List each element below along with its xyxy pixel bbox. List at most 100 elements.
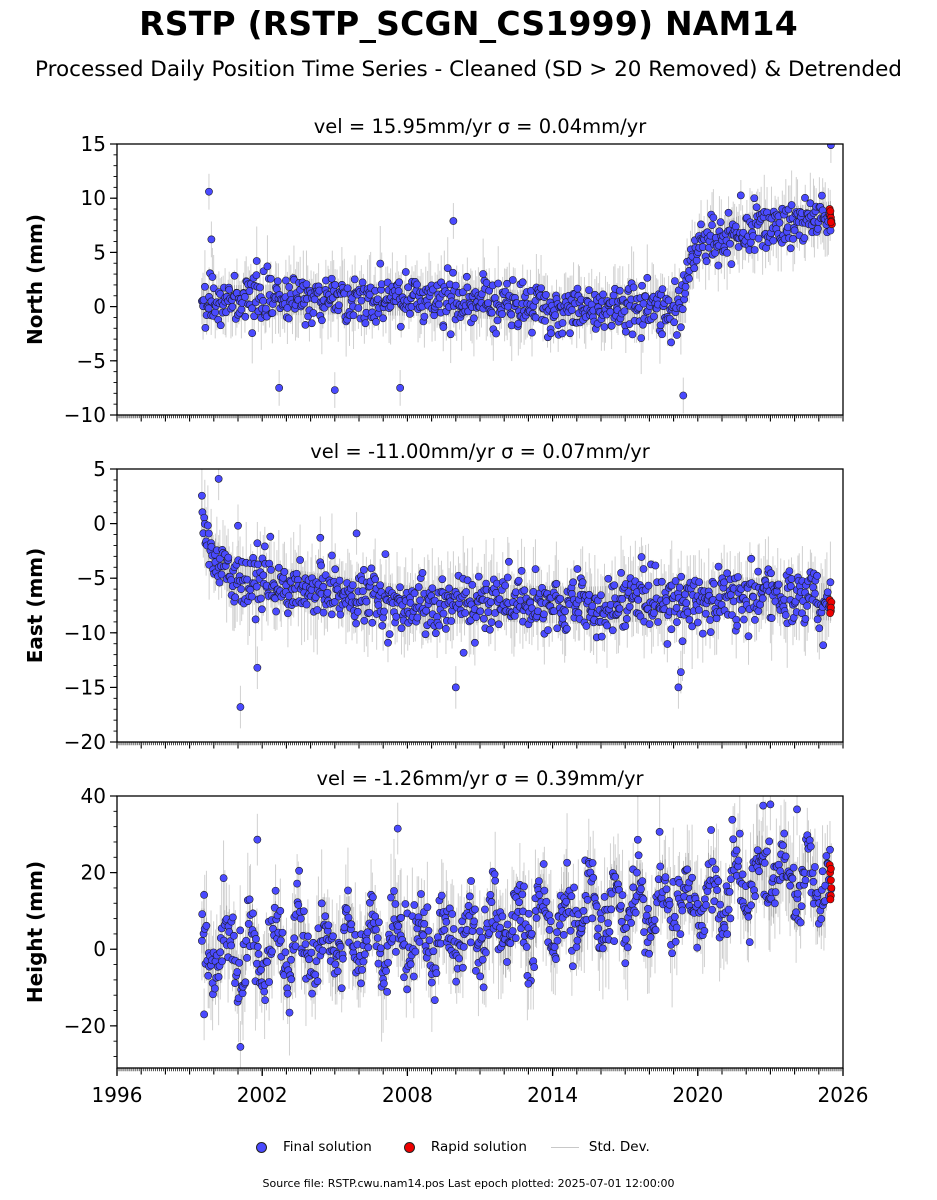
final-point bbox=[481, 905, 489, 914]
final-point bbox=[369, 893, 377, 902]
final-point bbox=[622, 615, 631, 623]
final-point bbox=[800, 234, 809, 242]
final-point bbox=[419, 931, 427, 940]
final-point bbox=[472, 613, 481, 621]
final-point bbox=[459, 648, 468, 657]
final-point bbox=[268, 309, 277, 317]
final-point bbox=[629, 283, 638, 292]
final-point bbox=[336, 610, 345, 619]
final-point bbox=[775, 218, 784, 227]
final-point bbox=[826, 226, 835, 235]
final-point bbox=[241, 312, 250, 321]
final-point bbox=[462, 272, 471, 281]
final-point bbox=[637, 334, 646, 342]
final-point bbox=[706, 628, 715, 636]
final-point bbox=[237, 305, 246, 314]
y-tick-label: −10 bbox=[64, 621, 106, 645]
final-point bbox=[363, 928, 372, 937]
final-point bbox=[787, 575, 796, 583]
final-point bbox=[673, 331, 681, 339]
final-point bbox=[461, 609, 470, 617]
final-point bbox=[558, 329, 567, 338]
final-point bbox=[331, 960, 340, 969]
final-point bbox=[359, 587, 367, 595]
final-point bbox=[606, 307, 615, 316]
final-point-outlier bbox=[205, 187, 213, 196]
final-point bbox=[201, 324, 210, 332]
y-tick-label: −5 bbox=[77, 349, 106, 373]
final-point-outlier bbox=[827, 144, 835, 149]
final-point-outlier bbox=[449, 217, 458, 225]
final-point bbox=[698, 629, 707, 638]
final-point bbox=[695, 578, 704, 586]
y-tick-label: 10 bbox=[81, 186, 106, 210]
final-point bbox=[299, 907, 308, 916]
final-point bbox=[690, 264, 699, 273]
final-point bbox=[395, 278, 403, 287]
final-point bbox=[529, 588, 538, 596]
final-point-outlier bbox=[674, 683, 683, 692]
final-point bbox=[524, 909, 533, 918]
final-point bbox=[431, 629, 440, 638]
final-point bbox=[588, 602, 597, 610]
final-point bbox=[384, 638, 392, 647]
final-point bbox=[442, 625, 450, 633]
final-point bbox=[616, 286, 624, 295]
final-point bbox=[273, 277, 282, 286]
final-point bbox=[401, 900, 410, 908]
final-point bbox=[233, 968, 242, 976]
final-point bbox=[380, 979, 388, 988]
final-point bbox=[487, 898, 496, 906]
final-point bbox=[253, 959, 261, 968]
final-point bbox=[302, 280, 311, 288]
final-point bbox=[550, 607, 558, 615]
final-point bbox=[809, 583, 817, 592]
final-point bbox=[230, 931, 238, 940]
final-point bbox=[487, 618, 496, 627]
final-point bbox=[397, 624, 406, 633]
final-point bbox=[803, 602, 811, 610]
final-point bbox=[455, 954, 463, 963]
final-point bbox=[736, 191, 745, 200]
final-point bbox=[367, 564, 376, 573]
final-point bbox=[697, 220, 705, 229]
final-point bbox=[216, 321, 225, 330]
final-point bbox=[284, 609, 292, 618]
final-point bbox=[357, 979, 365, 988]
final-point bbox=[826, 578, 835, 587]
final-point bbox=[327, 610, 336, 619]
final-point bbox=[801, 194, 809, 202]
final-point bbox=[201, 282, 209, 291]
final-point bbox=[813, 615, 822, 624]
final-point bbox=[468, 581, 477, 589]
final-point bbox=[750, 246, 759, 254]
final-point bbox=[701, 609, 710, 618]
final-point bbox=[578, 578, 587, 587]
final-point bbox=[276, 907, 285, 915]
final-point bbox=[472, 967, 480, 975]
final-point bbox=[319, 608, 328, 617]
final-point bbox=[438, 575, 447, 584]
final-point bbox=[380, 607, 388, 616]
final-point bbox=[242, 936, 251, 945]
final-point bbox=[365, 608, 374, 617]
time-series-plots: −10 −5 0 5 10 15 vel = 15.95mm/yr σ = 0.04mm/y… bbox=[23, 115, 868, 1107]
final-point bbox=[566, 329, 574, 338]
final-point bbox=[295, 866, 303, 875]
final-point bbox=[610, 581, 619, 590]
final-point bbox=[449, 925, 458, 933]
final-point bbox=[463, 283, 472, 292]
final-point bbox=[344, 886, 352, 895]
final-point bbox=[280, 568, 289, 576]
final-point bbox=[262, 304, 270, 313]
final-point bbox=[693, 618, 702, 627]
final-point bbox=[599, 290, 607, 299]
final-point bbox=[371, 912, 380, 921]
final-point bbox=[244, 920, 253, 928]
final-point bbox=[214, 973, 223, 981]
final-point bbox=[522, 943, 531, 951]
final-point bbox=[541, 317, 549, 325]
final-point bbox=[681, 282, 690, 291]
final-point bbox=[767, 569, 775, 578]
final-point bbox=[436, 939, 445, 948]
